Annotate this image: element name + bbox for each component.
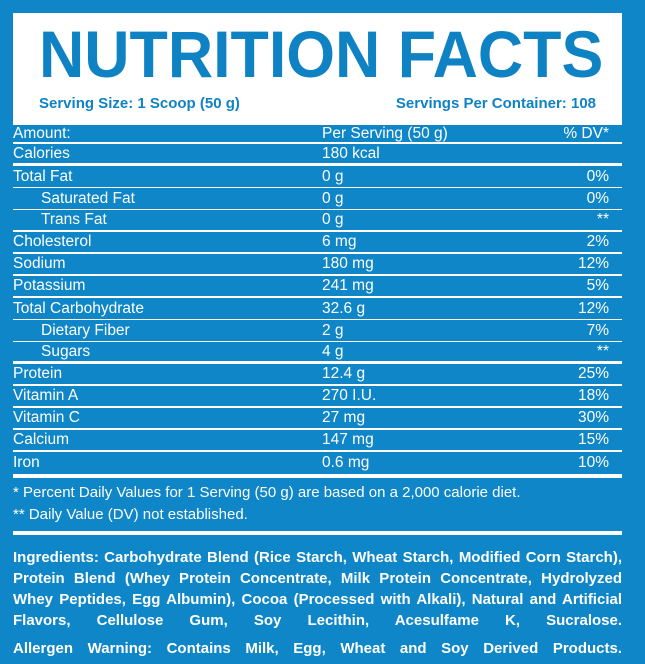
nutrient-dv: 7% — [586, 321, 609, 339]
nutrient-dv: ** — [596, 211, 609, 228]
nutrient-name: Saturated Fat — [41, 189, 135, 207]
page-title: NUTRITION FACTS — [39, 17, 604, 91]
table-row-total-fat: Total Fat 0 g 0% — [13, 166, 622, 188]
nutrient-dv: 15% — [577, 431, 609, 448]
table-row-vitamin-c: Vitamin C 27 mg 30% — [13, 408, 622, 430]
nutrient-amount: 270 I.U. — [322, 387, 377, 404]
nutrient-amount: 147 mg — [322, 431, 374, 448]
nutrient-name: Vitamin A — [13, 387, 79, 404]
nutrient-name: Potassium — [13, 277, 86, 294]
nutrient-amount: 0 g — [322, 211, 344, 228]
nutrient-name: Total Carbohydrate — [13, 299, 144, 317]
nutrient-dv: 30% — [577, 409, 609, 426]
nutrition-table: Amount: Per Serving (50 g) % DV* Calorie… — [13, 125, 622, 478]
column-header-dv: % DV* — [563, 124, 609, 142]
nutrient-name: Vitamin C — [13, 409, 80, 426]
nutrient-dv: 10% — [577, 454, 609, 471]
nutrient-name: Cholesterol — [13, 233, 92, 250]
nutrient-amount: 2 g — [322, 321, 344, 339]
nutrient-name: Iron — [13, 454, 40, 471]
table-row-cholesterol: Cholesterol 6 mg 2% — [13, 232, 622, 254]
serving-size-text: Serving Size: 1 Scoop (50 g) — [39, 95, 240, 112]
table-row-calcium: Calcium 147 mg 15% — [13, 430, 622, 452]
nutrient-dv: 12% — [577, 299, 609, 317]
table-row-calories: Calories 180 kcal — [13, 144, 622, 166]
nutrient-dv: 0% — [586, 167, 609, 185]
table-row-trans-fat: Trans Fat 0 g ** — [13, 210, 622, 232]
nutrient-name: Total Fat — [13, 167, 73, 185]
table-row-sugars: Sugars 4 g ** — [13, 342, 622, 364]
footnote-daily-values: * Percent Daily Values for 1 Serving (50… — [13, 484, 521, 501]
nutrient-name: Sugars — [41, 342, 91, 360]
nutrient-dv: ** — [596, 342, 609, 360]
allergen-warning-text: Allergen Warning: Contains Milk, Egg, Wh… — [13, 640, 622, 657]
nutrient-dv: 18% — [577, 387, 609, 404]
table-row-iron: Iron 0.6 mg 10% — [13, 452, 622, 478]
nutrient-name: Protein — [13, 365, 63, 382]
footnotes-section: * Percent Daily Values for 1 Serving (50… — [13, 478, 622, 535]
nutrient-dv: 2% — [586, 233, 609, 250]
nutrient-name: Trans Fat — [41, 211, 107, 228]
nutrient-amount: 180 mg — [322, 255, 374, 272]
table-row-dietary-fiber: Dietary Fiber 2 g 7% — [13, 320, 622, 342]
table-row-total-carbohydrate: Total Carbohydrate 32.6 g 12% — [13, 298, 622, 320]
nutrient-amount: 27 mg — [322, 409, 366, 426]
nutrient-dv: 12% — [577, 255, 609, 272]
nutrient-name: Dietary Fiber — [41, 321, 130, 339]
nutrient-amount: 4 g — [322, 342, 344, 360]
column-header-amount: Amount: — [13, 124, 71, 142]
nutrient-name: Sodium — [13, 255, 66, 272]
nutrient-amount: 0.6 mg — [322, 454, 370, 471]
column-header-per-serving: Per Serving (50 g) — [322, 124, 448, 142]
serving-info-row: Serving Size: 1 Scoop (50 g) Servings Pe… — [39, 95, 596, 112]
nutrient-dv: 0% — [586, 189, 609, 207]
footnote-dv-not-established: ** Daily Value (DV) not established. — [13, 506, 248, 523]
nutrient-dv: 5% — [586, 277, 609, 294]
table-row-saturated-fat: Saturated Fat 0 g 0% — [13, 188, 622, 210]
table-header-row: Amount: Per Serving (50 g) % DV* — [13, 125, 622, 144]
nutrient-amount: 180 kcal — [322, 144, 380, 162]
ingredients-text: Ingredients: Carbohydrate Blend (Rice St… — [13, 549, 622, 629]
nutrient-amount: 32.6 g — [322, 299, 366, 317]
table-row-protein: Protein 12.4 g 25% — [13, 364, 622, 386]
label-header: NUTRITION FACTS Serving Size: 1 Scoop (5… — [13, 13, 622, 125]
nutrient-amount: 0 g — [322, 167, 344, 185]
table-row-potassium: Potassium 241 mg 5% — [13, 276, 622, 298]
nutrient-name: Calcium — [13, 431, 69, 448]
servings-per-container-text: Servings Per Container: 108 — [395, 95, 596, 112]
nutrient-amount: 12.4 g — [322, 365, 366, 382]
table-row-vitamin-a: Vitamin A 270 I.U. 18% — [13, 386, 622, 408]
nutrient-amount: 241 mg — [322, 277, 374, 294]
nutrient-amount: 6 mg — [322, 233, 357, 250]
nutrient-name: Calories — [13, 144, 70, 162]
nutrient-dv: 25% — [577, 365, 609, 382]
nutrient-amount: 0 g — [322, 189, 344, 207]
table-row-sodium: Sodium 180 mg 12% — [13, 254, 622, 276]
